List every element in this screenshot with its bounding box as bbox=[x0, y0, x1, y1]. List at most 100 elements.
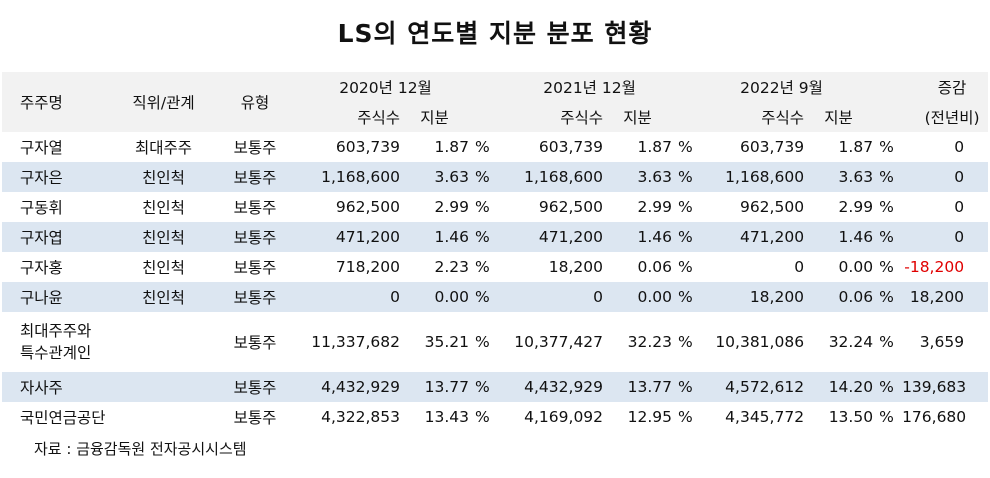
header-shares: 주식수 bbox=[293, 102, 400, 132]
share-type: 보통주 bbox=[233, 139, 277, 157]
shares-2021: 1,168,600 bbox=[498, 162, 604, 192]
relation: 친인척 bbox=[110, 222, 217, 252]
shareholding-table: 주주명 직위/관계 유형 2020년 12월 2021년 12월 2022년 9… bbox=[2, 72, 989, 432]
stake-2021: 0.06 bbox=[637, 258, 673, 276]
page-title: LS의 연도별 지분 분포 현황 bbox=[337, 19, 653, 48]
stake-2022: 32.24 bbox=[828, 333, 874, 351]
shares-2022: 0 bbox=[794, 258, 805, 276]
table-row: 구자열 최대주주 보통주 603,739 1.87 % 603,739 1.87… bbox=[2, 132, 988, 162]
header-stake: 지분 bbox=[603, 102, 673, 132]
change-value: 0 bbox=[902, 222, 989, 252]
stake-2022: 1.87 bbox=[838, 138, 874, 156]
relation bbox=[110, 312, 217, 372]
shares-2022: 1,168,600 bbox=[701, 162, 805, 192]
shares-2020: 471,200 bbox=[293, 222, 400, 252]
stake-2022: 1.46 bbox=[804, 222, 874, 252]
shares-2022: 962,500 bbox=[739, 198, 805, 216]
pct-unit: % bbox=[678, 408, 693, 426]
shares-2022: 10,381,086 bbox=[715, 333, 805, 351]
change-value: 3,659 bbox=[919, 333, 965, 351]
stake-2022: 0.00 bbox=[838, 258, 874, 276]
header-period-2020: 2020년 12월 bbox=[293, 72, 499, 102]
shares-2021: 471,200 bbox=[498, 222, 604, 252]
pct-unit: % bbox=[678, 333, 693, 351]
relation: 친인척 bbox=[142, 199, 185, 217]
relation: 친인척 bbox=[110, 162, 217, 192]
table-row: 구동휘 친인척 보통주 962,500 2.99 % 962,500 2.99 … bbox=[2, 192, 988, 222]
stake-2020: 1.46 bbox=[400, 222, 469, 252]
pct-unit: % bbox=[879, 138, 894, 156]
pct-unit: % bbox=[678, 258, 693, 276]
shares-2022: 4,572,612 bbox=[701, 372, 805, 402]
change-value: 18,200 bbox=[902, 282, 989, 312]
pct-unit: % bbox=[879, 258, 894, 276]
shareholder-name: 국민연금공단 bbox=[20, 409, 106, 427]
header-row-2: 주식수 지분 주식수 지분 주식수 지분 (전년비) bbox=[2, 102, 989, 132]
shares-2022: 4,345,772 bbox=[725, 408, 805, 426]
shareholder-name: 자사주 bbox=[2, 372, 110, 402]
stake-2021: 13.77 bbox=[603, 372, 673, 402]
pct-unit: % bbox=[873, 222, 903, 252]
shares-2020: 4,322,853 bbox=[321, 408, 400, 426]
header-stake: 지분 bbox=[804, 102, 874, 132]
change-value: 0 bbox=[954, 198, 965, 216]
pct-unit: % bbox=[873, 162, 903, 192]
pct-unit: % bbox=[678, 198, 693, 216]
table-row: 구자은 친인척 보통주 1,168,600 3.63 % 1,168,600 3… bbox=[2, 162, 989, 192]
pct-unit: % bbox=[469, 372, 499, 402]
table-row: 구나윤 친인척 보통주 0 0.00 % 0 0.00 % 18,200 0.0… bbox=[2, 282, 989, 312]
header-row-1: 주주명 직위/관계 유형 2020년 12월 2021년 12월 2022년 9… bbox=[2, 72, 989, 132]
header-period-2021: 2021년 12월 bbox=[498, 72, 702, 102]
pct-unit: % bbox=[469, 282, 499, 312]
shareholder-name: 구자홍 bbox=[20, 259, 63, 277]
header-change: 증감 bbox=[902, 72, 989, 102]
shares-2020: 1,168,600 bbox=[293, 162, 400, 192]
header-period-2022: 2022년 9월 bbox=[701, 72, 903, 102]
pct-unit: % bbox=[873, 282, 903, 312]
share-type: 보통주 bbox=[233, 199, 277, 217]
table-row: 구자홍 친인척 보통주 718,200 2.23 % 18,200 0.06 %… bbox=[2, 252, 988, 282]
stake-2021: 1.87 bbox=[637, 138, 673, 156]
shares-2021: 4,432,929 bbox=[498, 372, 604, 402]
stake-2020: 3.63 bbox=[400, 162, 469, 192]
stake-2020: 2.23 bbox=[434, 258, 469, 276]
shares-2020: 718,200 bbox=[335, 258, 400, 276]
pct-unit: % bbox=[475, 333, 490, 351]
pct-unit: % bbox=[879, 408, 894, 426]
stake-2020: 1.87 bbox=[434, 138, 469, 156]
pct-unit: % bbox=[672, 162, 702, 192]
change-value: 0 bbox=[954, 138, 965, 156]
shares-2020: 0 bbox=[293, 282, 400, 312]
change-value-negative: -18,200 bbox=[904, 258, 965, 276]
relation: 최대주주 bbox=[134, 139, 193, 157]
stake-2021: 32.23 bbox=[627, 333, 673, 351]
pct-unit: % bbox=[672, 222, 702, 252]
stake-2022: 2.99 bbox=[838, 198, 874, 216]
relation: 친인척 bbox=[110, 282, 217, 312]
stake-2022: 0.06 bbox=[804, 282, 874, 312]
shares-2022: 471,200 bbox=[701, 222, 805, 252]
relation bbox=[110, 372, 217, 402]
shares-2020: 4,432,929 bbox=[293, 372, 400, 402]
stake-2021: 1.46 bbox=[603, 222, 673, 252]
shareholder-name: 구동휘 bbox=[20, 199, 63, 217]
stake-2020: 0.00 bbox=[400, 282, 469, 312]
shareholder-name: 구자열 bbox=[20, 139, 63, 157]
header-position: 직위/관계 bbox=[110, 72, 217, 132]
header-shareholder: 주주명 bbox=[2, 72, 110, 132]
change-value: 176,680 bbox=[902, 408, 967, 426]
share-type: 보통주 bbox=[217, 162, 293, 192]
pct-unit: % bbox=[678, 138, 693, 156]
pct-unit: % bbox=[672, 372, 702, 402]
stake-2020: 35.21 bbox=[424, 333, 469, 351]
shareholder-name-line1: 최대주주와 bbox=[20, 322, 92, 340]
shares-2021: 10,377,427 bbox=[514, 333, 604, 351]
header-change-sub: (전년비) bbox=[902, 102, 989, 132]
header-stake: 지분 bbox=[400, 102, 469, 132]
header-shares: 주식수 bbox=[701, 102, 805, 132]
pct-unit: % bbox=[879, 198, 894, 216]
share-type: 보통주 bbox=[233, 409, 277, 427]
shareholder-name: 구자은 bbox=[2, 162, 110, 192]
shareholder-name-line2: 특수관계인 bbox=[20, 344, 92, 362]
stake-2020: 13.43 bbox=[424, 408, 469, 426]
